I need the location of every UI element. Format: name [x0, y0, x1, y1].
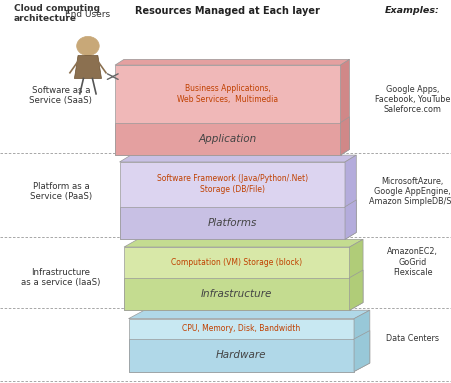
Text: Application: Application	[198, 134, 257, 144]
Polygon shape	[124, 239, 363, 247]
Polygon shape	[120, 155, 356, 162]
Polygon shape	[129, 319, 354, 372]
Text: Business Applications,
Web Services,  Multimedia: Business Applications, Web Services, Mul…	[177, 84, 278, 104]
Text: Examples:: Examples:	[385, 6, 440, 15]
Polygon shape	[124, 278, 350, 310]
Polygon shape	[124, 247, 350, 310]
Polygon shape	[115, 65, 341, 155]
Text: Cloud computing
architecture: Cloud computing architecture	[14, 4, 100, 23]
Text: Infrastructure
as a service (IaaS): Infrastructure as a service (IaaS)	[21, 268, 101, 287]
Polygon shape	[120, 207, 345, 239]
Text: Google Apps,
Facebook, YouTube
Saleforce.com: Google Apps, Facebook, YouTube Saleforce…	[375, 85, 451, 115]
Polygon shape	[350, 239, 363, 310]
Polygon shape	[354, 310, 370, 372]
Text: Platforms: Platforms	[207, 218, 257, 228]
Text: AmazonEC2,
GoGrid
Flexiscale: AmazonEC2, GoGrid Flexiscale	[387, 247, 438, 277]
Polygon shape	[115, 123, 341, 155]
Polygon shape	[350, 270, 363, 310]
Text: Infrastructure: Infrastructure	[201, 289, 272, 299]
Polygon shape	[345, 155, 356, 239]
Polygon shape	[129, 339, 354, 372]
Polygon shape	[341, 117, 350, 155]
Text: Software as a
Service (SaaS): Software as a Service (SaaS)	[29, 86, 92, 105]
Polygon shape	[74, 56, 101, 79]
Polygon shape	[129, 310, 370, 319]
Polygon shape	[115, 59, 350, 65]
Text: CPU, Memory, Disk, Bandwidth: CPU, Memory, Disk, Bandwidth	[182, 324, 300, 333]
Polygon shape	[354, 331, 370, 372]
Text: Computation (VM) Storage (block): Computation (VM) Storage (block)	[171, 258, 302, 267]
Polygon shape	[345, 200, 356, 239]
Text: Hardware: Hardware	[216, 350, 267, 360]
Text: End Users: End Users	[65, 10, 110, 18]
Text: Data Centers: Data Centers	[386, 334, 439, 344]
Circle shape	[77, 36, 99, 56]
Polygon shape	[341, 59, 350, 155]
Text: MicrosoftAzure,
Google AppEngine,
Amazon SimpleDB/S3: MicrosoftAzure, Google AppEngine, Amazon…	[369, 177, 451, 206]
Text: Platform as a
Service (PaaS): Platform as a Service (PaaS)	[30, 182, 92, 201]
Text: Resources Managed at Each layer: Resources Managed at Each layer	[135, 6, 320, 16]
Text: Software Framework (Java/Python/.Net)
Storage (DB/File): Software Framework (Java/Python/.Net) St…	[156, 174, 308, 195]
Polygon shape	[120, 162, 345, 239]
